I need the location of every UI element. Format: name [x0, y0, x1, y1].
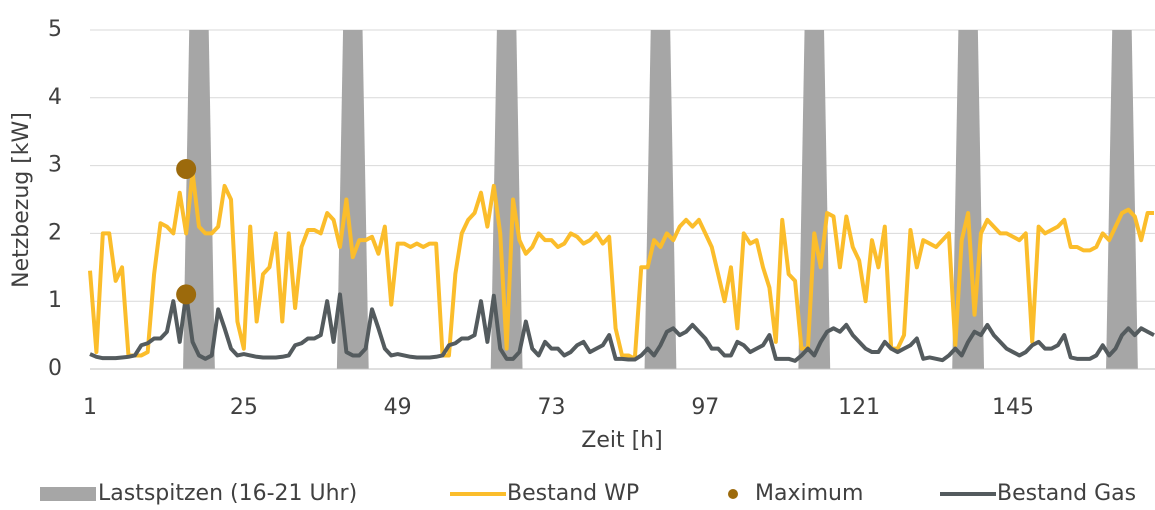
x-tick-label: 49 — [384, 395, 412, 420]
legend-swatch — [40, 487, 96, 501]
peak-band — [490, 30, 523, 369]
peak-band — [644, 30, 677, 369]
x-axis-label: Zeit [h] — [581, 428, 662, 453]
y-tick-label: 0 — [48, 356, 62, 381]
x-tick-label: 97 — [691, 395, 719, 420]
peak-band — [336, 30, 369, 369]
legend-label: Bestand WP — [507, 481, 639, 506]
line — [88, 170, 1154, 361]
y-tick-label: 5 — [48, 17, 62, 42]
x-tick-label: 121 — [838, 395, 880, 420]
max-point — [176, 158, 197, 179]
y-tick-label: 3 — [48, 153, 62, 178]
x-tick-label: 1 — [83, 395, 97, 420]
x-tick-label: 145 — [992, 395, 1034, 420]
legend-label: Lastspitzen (16-21 Uhr) — [98, 481, 357, 506]
y-tick-label: 1 — [48, 288, 62, 313]
x-tick-label: 73 — [537, 395, 565, 420]
peak-band — [183, 30, 215, 369]
x-tick-label: 25 — [230, 395, 258, 420]
y-axis-label: Netzbezug [kW] — [9, 112, 34, 288]
y-tick-label: 2 — [48, 220, 62, 245]
max-point — [176, 284, 197, 305]
y-tick-label: 4 — [48, 85, 62, 110]
legend-swatch — [728, 489, 738, 499]
legend-label: Maximum — [755, 481, 863, 506]
line — [89, 292, 1155, 363]
peak-band — [798, 30, 831, 369]
peak-band — [1106, 30, 1138, 369]
legend-label: Bestand Gas — [997, 481, 1136, 506]
